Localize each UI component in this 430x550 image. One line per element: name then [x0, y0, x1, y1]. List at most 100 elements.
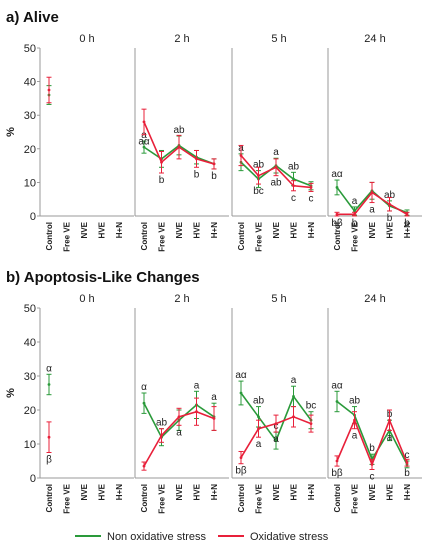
category-label: NVE [272, 221, 281, 238]
data-point [353, 212, 356, 216]
significance-label: b [387, 213, 393, 224]
data-point [370, 191, 374, 194]
y-tick-label: 30 [24, 110, 36, 122]
y-tick-label: 40 [24, 337, 36, 349]
data-point [177, 145, 181, 149]
y-tick-label: 30 [24, 371, 36, 383]
significance-label: β [46, 455, 52, 466]
significance-label: b [352, 218, 358, 229]
data-point [388, 202, 391, 206]
significance-label: bc [306, 401, 317, 412]
category-label: Control [140, 222, 149, 250]
y-tick-label: 50 [24, 43, 36, 55]
category-label: H+N [115, 222, 124, 238]
category-label: Control [45, 484, 54, 512]
legend-label: Non oxidative stress [107, 531, 207, 543]
category-label: HVE [98, 483, 107, 500]
data-point [335, 212, 339, 216]
y-tick-label: 20 [24, 405, 36, 417]
y-tick-label: 10 [24, 439, 36, 451]
significance-label: a [352, 196, 358, 207]
data-point [353, 209, 356, 213]
significance-label: ab [156, 418, 168, 429]
significance-label: a [273, 147, 279, 158]
data-point [335, 186, 339, 189]
facet-label: 2 h [174, 293, 189, 305]
category-label: Control [333, 222, 342, 250]
significance-label: a [211, 392, 217, 403]
significance-label: b [194, 169, 200, 180]
category-label: Control [333, 484, 342, 512]
data-point [47, 88, 51, 92]
data-point [257, 427, 260, 431]
category-label: H+N [403, 484, 412, 500]
significance-label: a [352, 431, 358, 442]
data-point [212, 417, 216, 420]
significance-label: bβ [331, 218, 343, 229]
data-point [195, 157, 198, 161]
data-point [212, 162, 216, 166]
category-label: Free VE [158, 483, 167, 513]
significance-label: aα [331, 380, 343, 391]
data-point [239, 456, 243, 459]
significance-label: a [141, 130, 147, 141]
significance-label: α [46, 363, 52, 374]
facet-label: 0 h [79, 33, 94, 45]
category-label: Free VE [351, 221, 360, 251]
category-label: Free VE [255, 483, 264, 513]
category-label: Control [237, 222, 246, 250]
category-label: H+N [115, 484, 124, 500]
significance-label: aα [331, 169, 343, 180]
category-label: NVE [175, 483, 184, 500]
data-point [274, 165, 278, 169]
facet-label: 24 h [364, 293, 385, 305]
y-tick-label: 20 [24, 144, 36, 156]
significance-label: bc [253, 186, 264, 197]
data-point [405, 212, 409, 216]
category-label: HVE [193, 221, 202, 238]
data-point [142, 145, 146, 149]
data-point [274, 439, 278, 442]
significance-label: c [405, 450, 410, 461]
category-label: Free VE [255, 221, 264, 251]
data-point [142, 120, 146, 124]
data-point [142, 464, 146, 468]
data-point [239, 154, 243, 157]
significance-label: ab [349, 396, 361, 407]
category-label: HVE [193, 483, 202, 500]
category-label: Free VE [63, 221, 72, 251]
significance-label: ab [270, 178, 282, 189]
data-point [292, 177, 295, 181]
legend-label: Oxidative stress [250, 531, 329, 543]
significance-label: bβ [331, 468, 343, 479]
facet-label: 0 h [79, 293, 94, 305]
significance-label: α [141, 382, 147, 393]
significance-label: ab [288, 161, 300, 172]
data-point [257, 415, 260, 419]
category-label: NVE [80, 221, 89, 238]
data-point [335, 400, 339, 403]
data-point [292, 184, 295, 188]
significance-label: b [369, 443, 375, 454]
category-label: Control [140, 484, 149, 512]
data-point [177, 415, 181, 419]
data-point [47, 435, 51, 439]
significance-label: a [291, 375, 297, 386]
category-label: Control [237, 484, 246, 512]
data-point [309, 186, 313, 189]
data-point [195, 410, 198, 414]
data-point [274, 422, 278, 425]
significance-label: c [370, 472, 375, 483]
data-point [353, 418, 356, 422]
y-tick-label: 40 [24, 77, 36, 89]
chart-title: b) Apoptosis-Like Changes [6, 269, 200, 286]
category-label: Free VE [63, 483, 72, 513]
category-label: Control [45, 222, 54, 250]
facet-label: 5 h [271, 33, 286, 45]
significance-label: b [404, 218, 410, 229]
significance-label: b [404, 468, 410, 479]
data-point [388, 418, 391, 422]
significance-label: ab [253, 396, 265, 407]
chart-title: a) Alive [6, 9, 59, 26]
